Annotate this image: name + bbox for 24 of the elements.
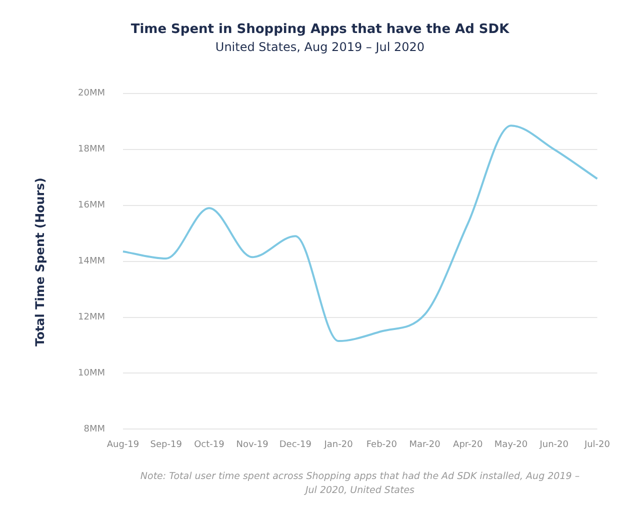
x-tick-label: Sep-19 (150, 440, 182, 450)
chart-title: Time Spent in Shopping Apps that have the Ad SDK (130, 22, 510, 37)
x-tick-label: Oct-19 (194, 440, 225, 450)
x-tick-label: Jun-20 (538, 440, 569, 450)
y-tick-label: 16MM (78, 200, 105, 211)
line-series (122, 124, 598, 342)
x-tick-label: Apr-20 (453, 440, 483, 450)
y-tick-label: 20MM (78, 88, 105, 99)
x-tick-label: Jul-20 (583, 440, 610, 450)
y-tick-label: 14MM (78, 256, 105, 267)
text: Note: Total user time spent across Shopping apps that had the Ad SDK installed, Aug 2019 – Jul 2020, United States (140, 470, 580, 498)
x-tick-label: Feb-20 (366, 440, 398, 450)
y-tick-label: 10MM (78, 368, 105, 379)
x-tick-label: Jan-20 (323, 440, 354, 450)
x-tick-label: Dec-19 (279, 440, 312, 450)
chart-subtitle: United States, Aug 2019 – Jul 2020 (214, 40, 426, 54)
x-tick-label: Nov-19 (236, 440, 269, 450)
y-axis-title: Total Time Spent (Hours) (33, 176, 47, 348)
x-tick-label: Aug-19 (106, 440, 140, 450)
y-tick-label: 18MM (78, 144, 105, 155)
x-tick-label: May-20 (494, 440, 528, 450)
y-tick-label: 8MM (84, 424, 105, 435)
y-tick-label: 12MM (78, 312, 105, 323)
x-tick-label: Mar-20 (409, 440, 441, 450)
